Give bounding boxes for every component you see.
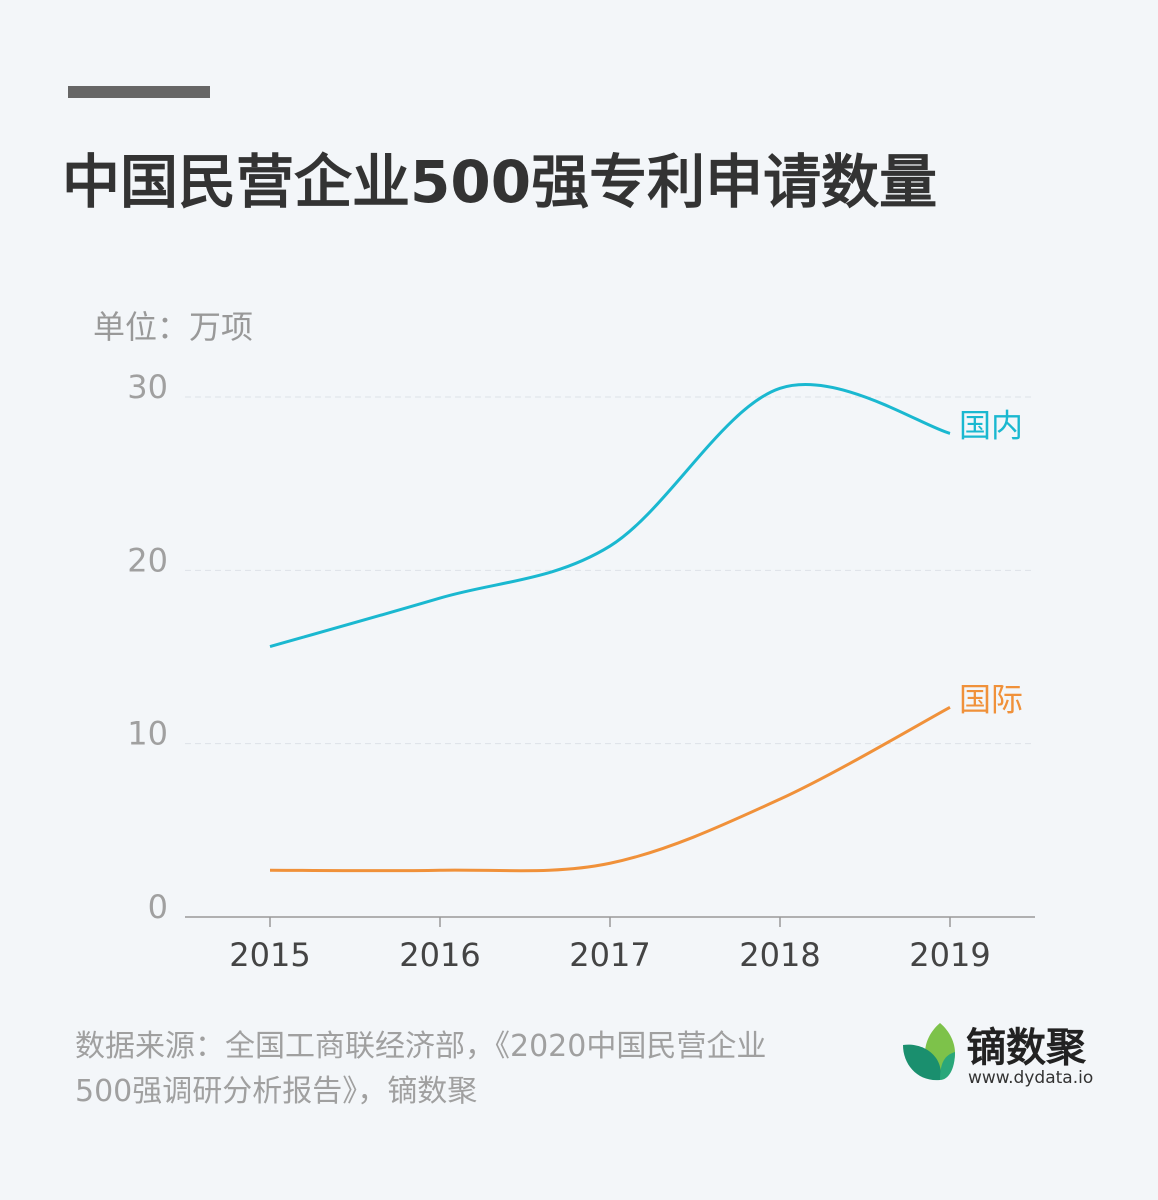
logo-leaf bbox=[940, 1052, 955, 1080]
line bbox=[269, 383, 951, 649]
y-axis-label: 单位：万项 bbox=[93, 308, 253, 346]
logo bbox=[903, 1023, 955, 1081]
y-tick-label: 10 bbox=[127, 715, 168, 753]
x-tick-label: 2019 bbox=[909, 936, 990, 974]
x-tick-label: 2015 bbox=[229, 936, 310, 974]
y-tick-label: 0 bbox=[148, 888, 168, 926]
brand-url: www.dydata.io bbox=[968, 1068, 1093, 1088]
y-tick-label: 30 bbox=[127, 368, 168, 406]
line bbox=[269, 705, 951, 873]
source-note: 数据来源：全国工商联经济部，《2020中国民营企业500强调研分析报告》，镝数聚 bbox=[75, 1029, 767, 1109]
legend-label: 国际 bbox=[959, 680, 1023, 718]
x-tick-label: 2017 bbox=[569, 936, 650, 974]
brand-name: 镝数聚 bbox=[966, 1025, 1087, 1071]
logo-leaf bbox=[903, 1044, 941, 1081]
chart-title: 中国民营企业500强专利申请数量 bbox=[62, 148, 937, 216]
x-tick-label: 2016 bbox=[399, 936, 480, 974]
y-tick-label: 20 bbox=[127, 541, 168, 579]
title-bar bbox=[68, 86, 210, 98]
legend-label: 国内 bbox=[959, 406, 1023, 444]
x-tick-label: 2018 bbox=[739, 936, 820, 974]
